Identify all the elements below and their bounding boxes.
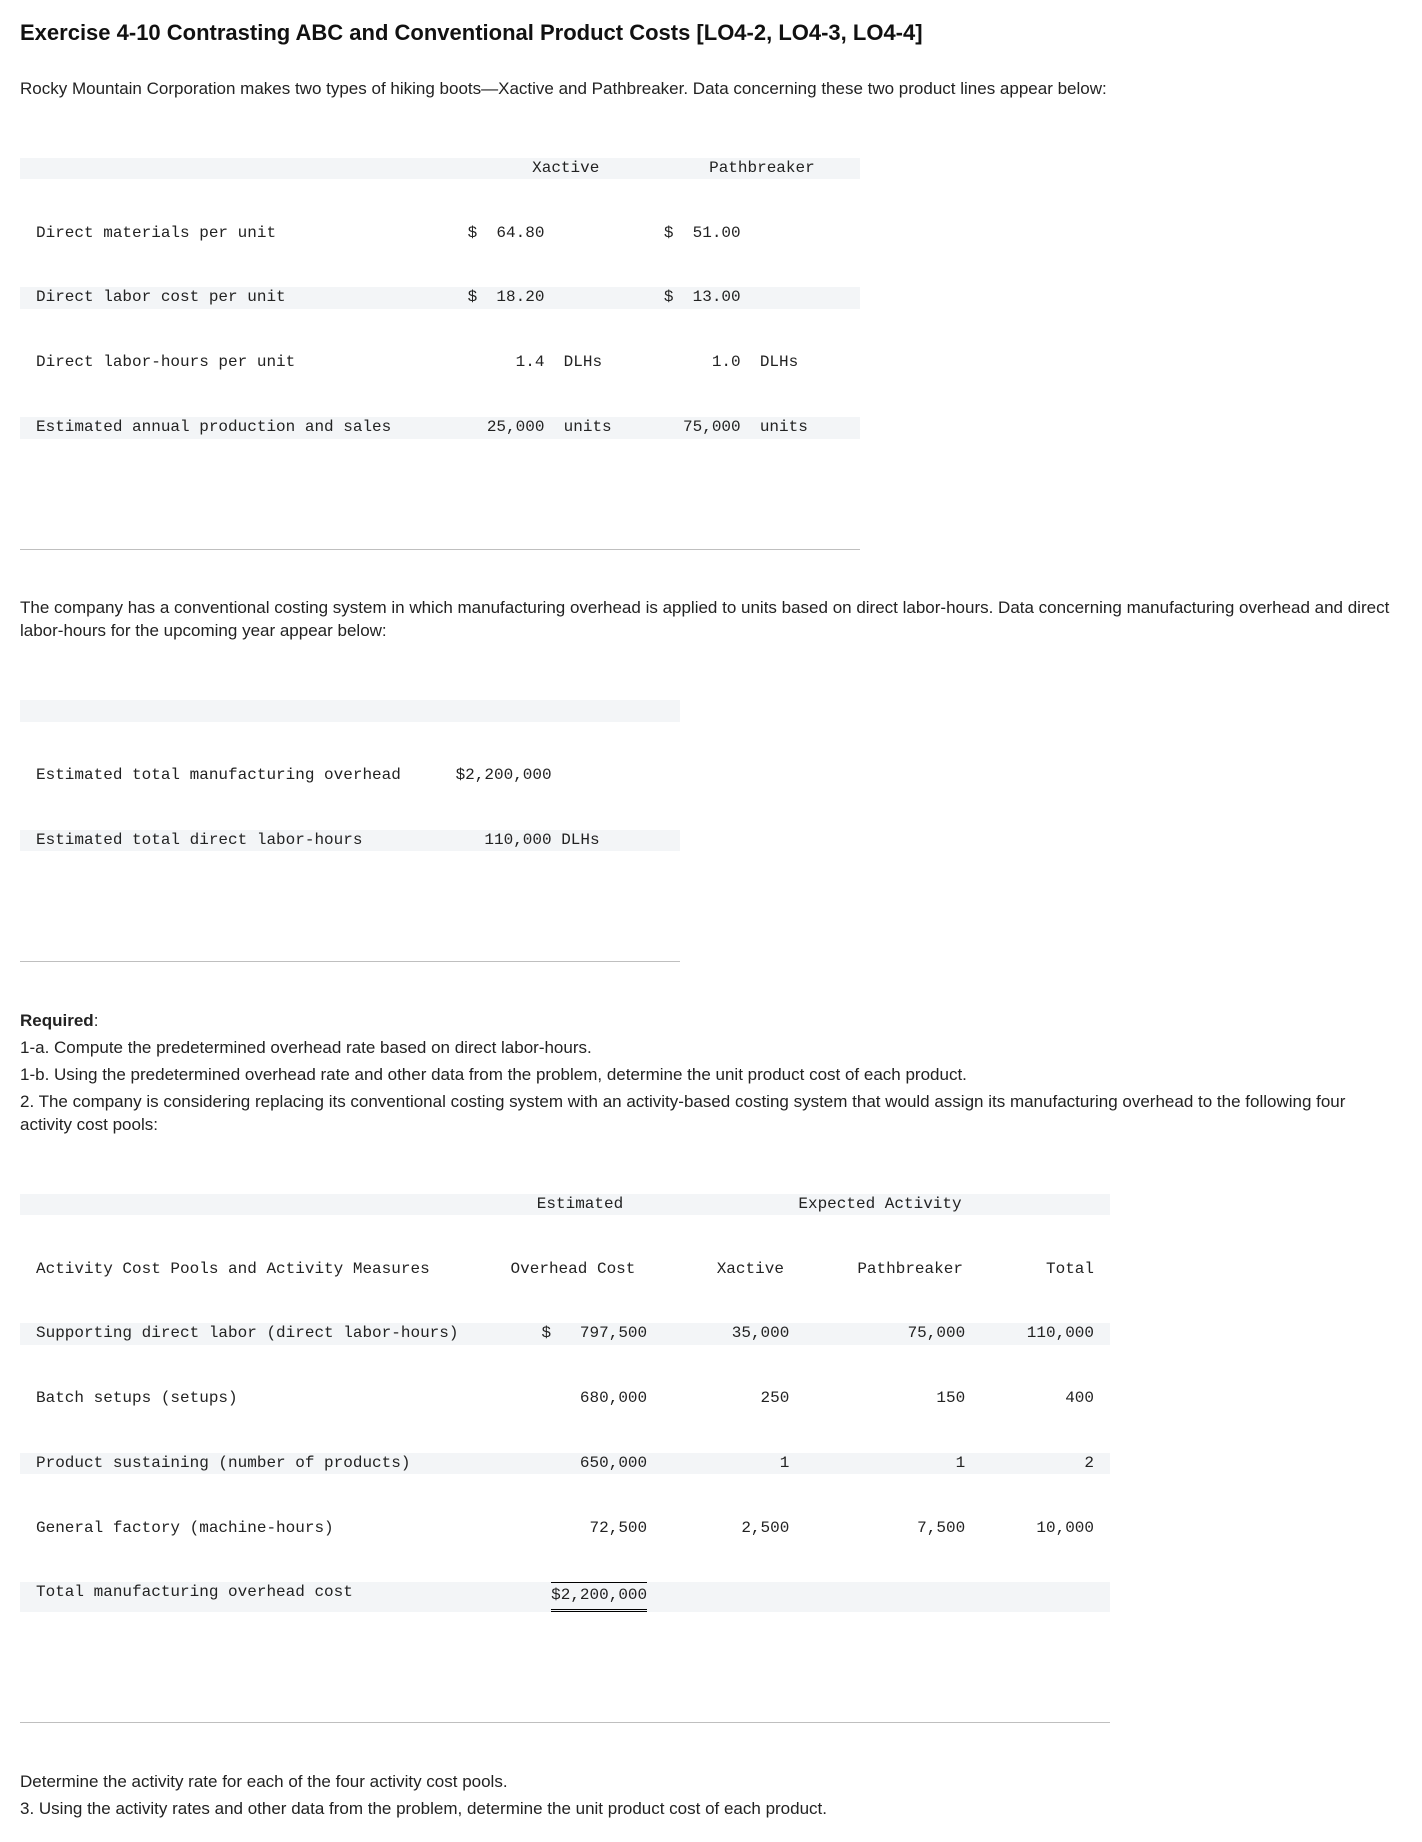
t3-row-pathbreaker: 7,500 — [805, 1518, 981, 1540]
t1-row-label: Estimated annual production and sales — [20, 417, 468, 439]
t3-row-total: 110,000 — [981, 1323, 1110, 1345]
overhead-data-table: Estimated total manufacturing overhead $… — [20, 657, 680, 984]
t3-row-total: 400 — [981, 1388, 1110, 1410]
t3-total-value: $2,200,000 — [551, 1582, 647, 1612]
t1-row-label: Direct labor cost per unit — [20, 287, 468, 309]
req-1a: 1-a. Compute the predetermined overhead … — [20, 1037, 1402, 1060]
t3-row-label: Batch setups (setups) — [20, 1388, 478, 1410]
t3-row-pathbreaker: 1 — [805, 1453, 981, 1475]
t3-row-pathbreaker: 75,000 — [805, 1323, 981, 1345]
req-1b: 1-b. Using the predetermined overhead ra… — [20, 1064, 1402, 1087]
t1-header-xactive: Xactive — [468, 158, 664, 180]
t1-row-v2: $ 13.00 — [664, 287, 860, 309]
t3-hd-c2: Xactive — [659, 1259, 800, 1281]
t3-hd-estimated: Estimated — [490, 1194, 670, 1216]
t3-row-cost: 680,000 — [478, 1388, 667, 1410]
product-data-table: Xactive Pathbreaker Direct materials per… — [20, 115, 860, 571]
t2-row-label: Estimated total manufacturing overhead — [20, 765, 456, 787]
t1-row-v1: 25,000 units — [468, 417, 664, 439]
page-title: Exercise 4-10 Contrasting ABC and Conven… — [20, 18, 1402, 48]
t3-row-xactive: 1 — [667, 1453, 805, 1475]
t3-hd-c3: Pathbreaker — [800, 1259, 979, 1281]
t3-row-total: 10,000 — [981, 1518, 1110, 1540]
t3-hd-expected: Expected Activity — [670, 1194, 1090, 1216]
t1-row-v2: 75,000 units — [664, 417, 860, 439]
t1-header-pathbreaker: Pathbreaker — [664, 158, 860, 180]
t2-row-value: 110,000 DLHs — [456, 830, 680, 852]
t3-row-cost: 650,000 — [478, 1453, 667, 1475]
t3-row-label: Supporting direct labor (direct labor-ho… — [20, 1323, 478, 1345]
t2-row-label: Estimated total direct labor-hours — [20, 830, 456, 852]
t1-row-label: Direct labor-hours per unit — [20, 352, 468, 374]
t3-row-total: 2 — [981, 1453, 1110, 1475]
t3-hd-c4: Total — [979, 1259, 1110, 1281]
t1-row-label: Direct materials per unit — [20, 223, 468, 245]
t3-row-xactive: 35,000 — [667, 1323, 805, 1345]
t3-hd-c1: Overhead Cost — [487, 1259, 660, 1281]
mid-text: The company has a conventional costing s… — [20, 597, 1402, 643]
t3-row-label: Product sustaining (number of products) — [20, 1453, 478, 1475]
t3-hd-c0: Activity Cost Pools and Activity Measure… — [20, 1259, 487, 1281]
tail-1: Determine the activity rate for each of … — [20, 1771, 1402, 1794]
t3-row-label: General factory (machine-hours) — [20, 1518, 478, 1540]
t1-row-v1: 1.4 DLHs — [468, 352, 664, 374]
t3-row-xactive: 250 — [667, 1388, 805, 1410]
required-label: Required — [20, 1011, 94, 1030]
t3-row-cost: 72,500 — [478, 1518, 667, 1540]
t3-row-cost: $ 797,500 — [478, 1323, 667, 1345]
t1-row-v1: $ 64.80 — [468, 223, 664, 245]
tail-2: 3. Using the activity rates and other da… — [20, 1798, 1402, 1821]
t1-row-v2: $ 51.00 — [664, 223, 860, 245]
t3-total-label: Total manufacturing overhead cost — [20, 1582, 478, 1612]
t3-row-xactive: 2,500 — [667, 1518, 805, 1540]
intro-text: Rocky Mountain Corporation makes two typ… — [20, 78, 1402, 101]
t3-row-pathbreaker: 150 — [805, 1388, 981, 1410]
req-2: 2. The company is considering replacing … — [20, 1091, 1402, 1137]
activity-cost-pools-table: Estimated Expected Activity Activity Cos… — [20, 1151, 1110, 1745]
t1-row-v2: 1.0 DLHs — [664, 352, 860, 374]
t2-row-value: $2,200,000 — [456, 765, 680, 787]
t1-row-v1: $ 18.20 — [468, 287, 664, 309]
